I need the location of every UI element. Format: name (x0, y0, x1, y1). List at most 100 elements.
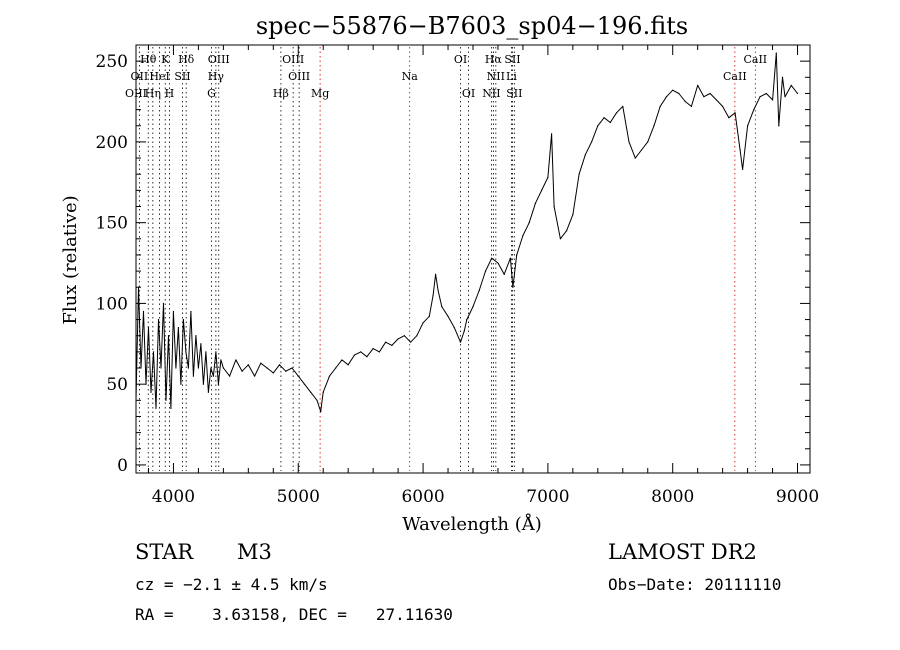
spectral-line-label: Hθ (140, 53, 157, 66)
spectrum-point (497, 262, 499, 264)
chart-title: spec−55876−B7603_sp04−196.fits (256, 12, 688, 40)
spectrum-point (432, 294, 434, 296)
spectrum-point (253, 375, 256, 377)
spectrum-point (491, 257, 493, 259)
spectral-line-label: Mg (311, 87, 329, 100)
spectrum-point (516, 254, 518, 256)
object-class: STAR (135, 540, 194, 564)
spectrum-point (739, 149, 741, 151)
spectrum-point (590, 141, 593, 143)
object-subclass: M3 (237, 540, 272, 564)
spectrum-point (175, 367, 177, 369)
spectrum-point (615, 112, 618, 114)
spectrum-point (170, 407, 172, 409)
spectrum-point (722, 105, 724, 107)
spectrum-point (260, 362, 262, 364)
x-tick-label: 8000 (651, 487, 694, 507)
spectrum-point (512, 286, 514, 288)
observation-date: Obs−Date: 20111110 (608, 575, 782, 594)
spectrum-point (484, 270, 487, 272)
spectrum-point (759, 96, 761, 98)
spectrum-point (157, 318, 160, 321)
spectrum-point (459, 341, 462, 343)
spectrum-point (715, 99, 717, 101)
spectrum-point (428, 315, 430, 317)
spectral-line-label: OIII (288, 70, 310, 83)
spectrum-point (297, 375, 299, 377)
spectrum-point (566, 230, 568, 232)
spectrum-point (220, 359, 222, 361)
spectrum-point (372, 348, 374, 350)
spectrum-point (378, 351, 380, 353)
spectrum-point (190, 310, 192, 313)
spectrum-point (466, 318, 468, 321)
spectrum-point (155, 407, 157, 409)
spectral-line-label: OI (462, 87, 475, 100)
y-tick-label: 200 (96, 133, 128, 153)
spectral-line-label: HeI (149, 70, 169, 83)
spectrum-point (628, 141, 630, 143)
spectrum-point (678, 92, 680, 95)
spectral-line-label: OII (131, 70, 149, 83)
spectrum-point (478, 289, 480, 292)
redshift-cz: cz = −2.1 ± 4.5 km/s (135, 575, 328, 594)
spectrum-point (217, 383, 219, 385)
spectrum-point (147, 327, 150, 329)
spectrum-point (272, 372, 274, 374)
x-tick-label: 7000 (526, 487, 569, 507)
spectrum-point (195, 335, 197, 337)
spectrum-point (572, 213, 574, 216)
spectral-line-label: SII (174, 70, 190, 83)
spectrum-point (771, 99, 774, 101)
spectrum-point (734, 112, 736, 114)
spectrum-point (622, 105, 624, 107)
spectrum-point (781, 76, 784, 78)
spectrum-point (278, 364, 281, 366)
spectrum-point (528, 222, 530, 224)
spectrum-point (285, 370, 287, 372)
spectrum-point (522, 234, 524, 237)
spectrum-point (472, 306, 474, 308)
spectrum-point (453, 327, 455, 329)
spectrum-point (366, 356, 368, 358)
spectrum-point (609, 121, 611, 124)
spectrum-point (584, 154, 586, 156)
spectrum-point (703, 96, 705, 98)
axes: 4000 5000 6000 7000 8000 9000 0 50 100 150 200 250 (96, 45, 819, 507)
spectrum-point (187, 367, 190, 369)
spectrum-point (640, 149, 643, 151)
x-tick-label: 6000 (401, 487, 444, 507)
spectrum-point (403, 335, 405, 337)
spectrum-point (320, 411, 322, 413)
spectrum-point (422, 322, 424, 324)
spectrum-point (202, 383, 204, 385)
spectral-line-label: NII (482, 87, 500, 100)
spectrum-point (509, 257, 512, 259)
spectrum-point (559, 238, 561, 240)
spectrum-point (215, 351, 217, 353)
spectrum-point (266, 367, 268, 369)
spectrum-point (385, 341, 387, 343)
spectral-line-label: NII (487, 70, 505, 83)
spectrum-point (551, 133, 553, 135)
spectrum-point (547, 176, 549, 179)
spectrum-point (172, 310, 175, 313)
spectral-line-label: OI (454, 53, 467, 66)
spectrum-point (353, 354, 356, 356)
spectral-line-label: OIII (282, 53, 304, 66)
spectrum-point (335, 367, 337, 369)
spectrum-point (205, 351, 207, 353)
y-tick-label: 0 (117, 456, 128, 476)
spectrum-point (441, 306, 443, 308)
spectrum-point (160, 367, 162, 369)
spectrum-point (310, 391, 312, 393)
spectrum-point (409, 341, 412, 343)
spectrum-point (775, 52, 777, 54)
x-tick-label: 9000 (776, 487, 819, 507)
spectrum-point (316, 399, 318, 401)
spectral-line-label: Hη (145, 87, 161, 100)
spectrum-point (634, 157, 636, 159)
survey-name: LAMOST DR2 (608, 540, 757, 564)
